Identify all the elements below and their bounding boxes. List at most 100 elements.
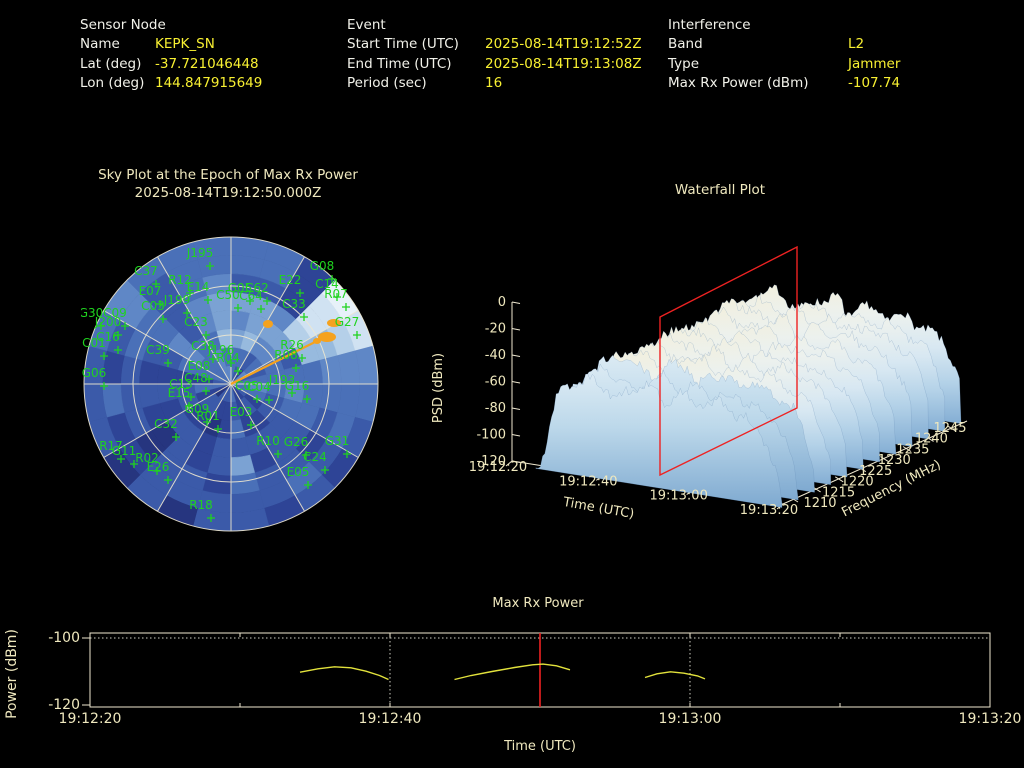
svg-text:R02: R02 — [135, 451, 159, 465]
svg-text:C13: C13 — [169, 377, 193, 391]
svg-text:C03: C03 — [141, 299, 165, 313]
waterfall-surface — [535, 284, 962, 508]
svg-text:R12: R12 — [168, 273, 192, 287]
satellite-marker — [187, 393, 195, 401]
satellite-marker — [288, 389, 296, 397]
satellite-marker — [298, 354, 306, 362]
svg-text:C14: C14 — [315, 277, 339, 291]
interference-blob — [327, 319, 341, 327]
satellite-marker — [207, 514, 215, 522]
svg-text:-120: -120 — [48, 697, 80, 713]
event-section: Event Start Time (UTC) 2025-08-14T19:12:5… — [347, 16, 642, 93]
svg-text:1235: 1235 — [896, 442, 929, 457]
svg-text:R04: R04 — [216, 351, 240, 365]
power-plot-title: Max Rx Power — [492, 596, 584, 611]
svg-text:-100: -100 — [48, 630, 80, 646]
svg-text:-60: -60 — [485, 375, 506, 390]
satellite-marker — [328, 275, 336, 283]
satellite-marker — [274, 450, 282, 458]
svg-text:G06: G06 — [82, 366, 107, 380]
svg-text:1230: 1230 — [878, 453, 911, 468]
satellite-marker — [114, 346, 122, 354]
satellite-marker — [97, 322, 105, 330]
power-yaxis-label: Power (dBm) — [4, 629, 20, 719]
satellite-marker — [302, 451, 310, 459]
period-label: Period (sec) — [347, 74, 427, 91]
sky-plot-subtitle: 2025-08-14T19:12:50.000Z — [134, 185, 322, 201]
end-time-value: 2025-08-14T19:13:08Z — [485, 55, 642, 72]
satellite-marker — [117, 455, 125, 463]
psd-axis-label: PSD (dBm) — [431, 353, 446, 423]
satellite-marker — [204, 296, 212, 304]
svg-text:C62: C62 — [245, 281, 269, 295]
sky-heatmap — [83, 236, 379, 532]
svg-text:R10: R10 — [256, 434, 280, 448]
satellite-marker — [203, 418, 211, 426]
satellite-marker — [253, 395, 261, 403]
svg-text:19:12:40: 19:12:40 — [559, 474, 617, 489]
satellite-marker — [300, 313, 308, 321]
end-time-label: End Time (UTC) — [347, 55, 452, 72]
satellite-marker — [321, 466, 329, 474]
svg-text:G08: G08 — [310, 259, 335, 273]
svg-text:G11: G11 — [112, 444, 137, 458]
waterfall-title: Waterfall Plot — [674, 182, 766, 198]
waterfall-plot: 0 -20 -40 -60 -80 -100 -120 PSD (dBm) 19:12:20 19… — [431, 245, 968, 522]
svg-text:R08: R08 — [274, 348, 298, 362]
max-rx-power-curve — [299, 666, 389, 681]
svg-text:R01: R01 — [196, 409, 220, 423]
svg-text:1225: 1225 — [859, 464, 892, 479]
interference-blob — [263, 320, 273, 328]
power-plot-frame — [82, 632, 991, 708]
svg-text:1215: 1215 — [822, 485, 855, 500]
svg-text:1220: 1220 — [841, 475, 874, 490]
svg-text:C09: C09 — [103, 306, 127, 320]
svg-text:C39: C39 — [146, 343, 170, 357]
satellite-marker — [185, 402, 193, 410]
svg-text:1240: 1240 — [915, 432, 948, 447]
svg-text:-20: -20 — [485, 322, 506, 337]
satellite-marker — [114, 331, 122, 339]
time-axis-label: Time (UTC) — [561, 495, 635, 522]
satellite-marker — [234, 367, 242, 375]
satellite-marker — [121, 322, 129, 330]
svg-text:C50: C50 — [216, 288, 240, 302]
power-gridlines — [90, 633, 990, 707]
satellite-marker — [130, 460, 138, 468]
svg-text:G30: G30 — [81, 306, 103, 320]
band-label: Band — [668, 36, 703, 53]
satellite-marker — [100, 352, 108, 360]
satellite-marker — [152, 280, 160, 288]
satellite-marker — [257, 305, 265, 313]
interference-blob — [313, 338, 321, 344]
svg-text:E05: E05 — [287, 465, 310, 479]
sensor-node-title: Sensor Node — [80, 17, 166, 33]
satellite-marker — [164, 359, 172, 367]
satellite-marker — [183, 309, 191, 317]
svg-text:-80: -80 — [485, 401, 506, 416]
satellite-marker — [186, 289, 194, 297]
interference-blob — [318, 332, 336, 342]
satellite-marker — [342, 303, 350, 311]
lat-label: Lat (deg) — [80, 55, 142, 72]
svg-text:-120: -120 — [476, 454, 506, 469]
satellite-marker — [202, 331, 210, 339]
band-value: L2 — [848, 36, 865, 53]
svg-text:R07: R07 — [324, 287, 348, 301]
satellite-marker — [353, 331, 361, 339]
satellite-marker — [265, 396, 273, 404]
svg-text:C01: C01 — [82, 336, 106, 350]
svg-text:J199: J199 — [163, 293, 190, 307]
name-label: Name — [80, 36, 120, 53]
lon-label: Lon (deg) — [80, 74, 145, 91]
svg-text:E08: E08 — [188, 359, 211, 373]
satellite-marker — [234, 304, 242, 312]
svg-text:C23: C23 — [184, 315, 208, 329]
epoch-plane — [659, 245, 798, 477]
svg-text:19:12:20: 19:12:20 — [469, 460, 527, 475]
svg-text:E26: E26 — [147, 460, 170, 474]
satellite-marker — [202, 387, 210, 395]
svg-text:C32: C32 — [154, 417, 178, 431]
